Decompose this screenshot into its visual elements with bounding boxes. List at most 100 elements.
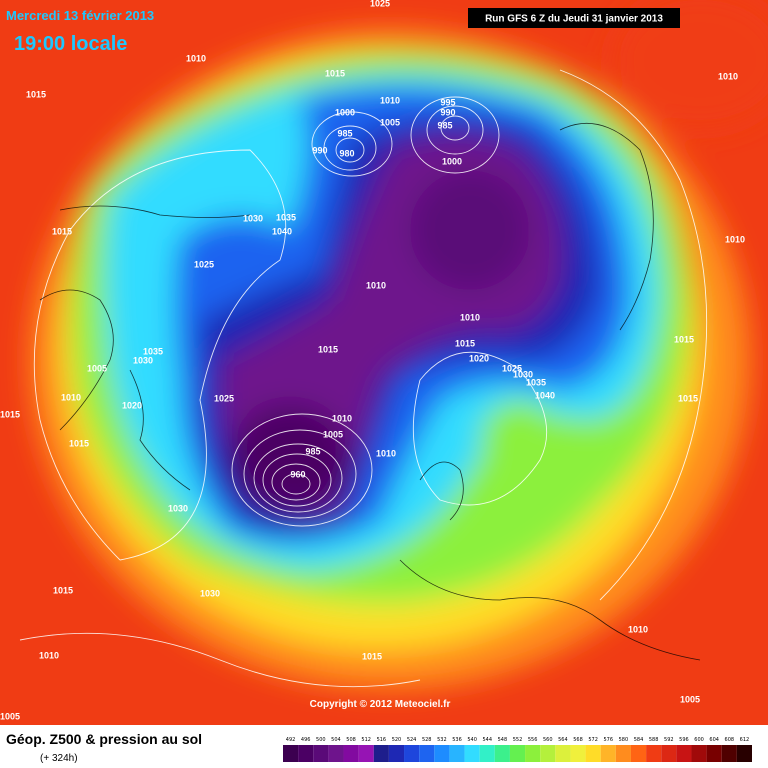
scale-label: 608 — [725, 737, 735, 743]
pressure-label: 1005 — [323, 429, 343, 439]
run-box — [468, 8, 680, 28]
pressure-label: 1015 — [674, 334, 694, 344]
isobars — [19, 69, 708, 688]
scale-swatch — [434, 745, 450, 762]
scale-swatch — [736, 745, 752, 762]
scale-label: 564 — [558, 737, 568, 743]
pressure-label: 985 — [337, 128, 352, 138]
scale-swatch — [555, 745, 571, 762]
scale-swatch — [283, 745, 299, 762]
scale-swatch — [706, 745, 722, 762]
scale-label: 552 — [513, 737, 523, 743]
scale-swatch — [585, 745, 601, 762]
color-scale: 492 496 500 504 508 512 516 520 524 528 532 536 540 5… — [283, 737, 752, 762]
pressure-label: 1005 — [380, 117, 400, 127]
scale-swatch — [676, 745, 692, 762]
pressure-label: 1005 — [87, 363, 107, 373]
scale-swatch — [313, 745, 329, 762]
pressure-label: 1015 — [325, 68, 345, 78]
height-field — [30, 0, 768, 690]
scale-label: 532 — [437, 737, 447, 743]
scale-swatch — [343, 745, 359, 762]
pressure-label: 1030 — [513, 369, 533, 379]
scale-label: 548 — [498, 737, 508, 743]
scale-swatch — [449, 745, 465, 762]
pressure-label: 1015 — [26, 89, 46, 99]
scale-swatch — [388, 745, 405, 762]
pressure-label: 1005 — [680, 694, 700, 704]
pressure-label: 990 — [440, 107, 455, 117]
copyright: Copyright © 2012 Meteociel.fr — [310, 699, 451, 710]
pressure-label: 1020 — [122, 400, 142, 410]
pressure-label: 1030 — [133, 355, 153, 365]
scale-label: 544 — [482, 737, 492, 743]
pressure-label: 1010 — [380, 95, 400, 105]
pressure-label: 1025 — [370, 0, 390, 8]
pressure-label: 1030 — [243, 213, 263, 223]
pressure-label: 985 — [437, 120, 452, 130]
scale-label: 516 — [377, 737, 387, 743]
scale-label: 504 — [331, 737, 341, 743]
scale-label: 612 — [740, 737, 750, 743]
pressure-label: 1035 — [276, 212, 296, 222]
pressure-label: 1015 — [362, 651, 382, 661]
scale-swatch — [615, 745, 631, 762]
pressure-label: 1010 — [376, 448, 396, 458]
scale-swatch — [419, 745, 435, 762]
pressure-label: 1010 — [332, 413, 352, 423]
scale-swatch — [646, 745, 662, 762]
scale-label: 520 — [392, 737, 402, 743]
pressure-label: 1025 — [214, 393, 234, 403]
pressure-label: 1020 — [469, 353, 489, 363]
scale-label: 576 — [604, 737, 614, 743]
scale-swatch — [404, 745, 420, 762]
coastlines — [39, 123, 701, 661]
pressure-label: 1010 — [718, 71, 738, 81]
scale-label: 508 — [346, 737, 356, 743]
scale-label: 588 — [649, 737, 659, 743]
scale-label: 496 — [301, 737, 311, 743]
pressure-label: 1015 — [52, 226, 72, 236]
pressure-label: 1010 — [61, 392, 81, 402]
pressure-label: 1010 — [366, 280, 386, 290]
scale-label: 596 — [679, 737, 689, 743]
scale-swatch — [509, 745, 526, 762]
pressure-label: 960 — [290, 469, 305, 479]
pressure-label: 990 — [312, 145, 327, 155]
scale-swatch — [661, 745, 677, 762]
pressure-label: 1030 — [200, 588, 220, 598]
pressure-label: 1010 — [725, 234, 745, 244]
scale-swatch — [540, 745, 556, 762]
scale-label: 568 — [573, 737, 583, 743]
pressure-label: 1015 — [69, 438, 89, 448]
scale-swatch — [479, 745, 495, 762]
scale-label: 524 — [407, 737, 417, 743]
pressure-label: 1040 — [272, 226, 292, 236]
scale-label: 528 — [422, 737, 432, 743]
pressure-label: 1015 — [455, 338, 475, 348]
scale-label: 572 — [588, 737, 598, 743]
pressure-label: 1010 — [186, 53, 206, 63]
scale-swatch — [373, 745, 389, 762]
pressure-label: 1000 — [442, 156, 462, 166]
scale-swatch — [691, 745, 707, 762]
scale-swatch — [494, 745, 510, 762]
pressure-label: 1015 — [0, 409, 20, 419]
pressure-label: 1010 — [460, 312, 480, 322]
scale-label: 512 — [361, 737, 371, 743]
scale-swatch — [328, 745, 344, 762]
scale-label: 600 — [694, 737, 704, 743]
pressure-label: 980 — [339, 148, 354, 158]
scale-label: 540 — [467, 737, 477, 743]
pressure-label: 1030 — [168, 503, 188, 513]
pressure-label: 1010 — [39, 650, 59, 660]
footer-lead: (+ 324h) — [40, 753, 78, 764]
pressure-label: 1015 — [53, 585, 73, 595]
pressure-label: 1035 — [143, 346, 163, 356]
scale-label: 584 — [634, 737, 644, 743]
scale-label: 492 — [286, 737, 296, 743]
run-info: Run GFS 6 Z du Jeudi 31 janvier 2013 — [485, 14, 663, 25]
